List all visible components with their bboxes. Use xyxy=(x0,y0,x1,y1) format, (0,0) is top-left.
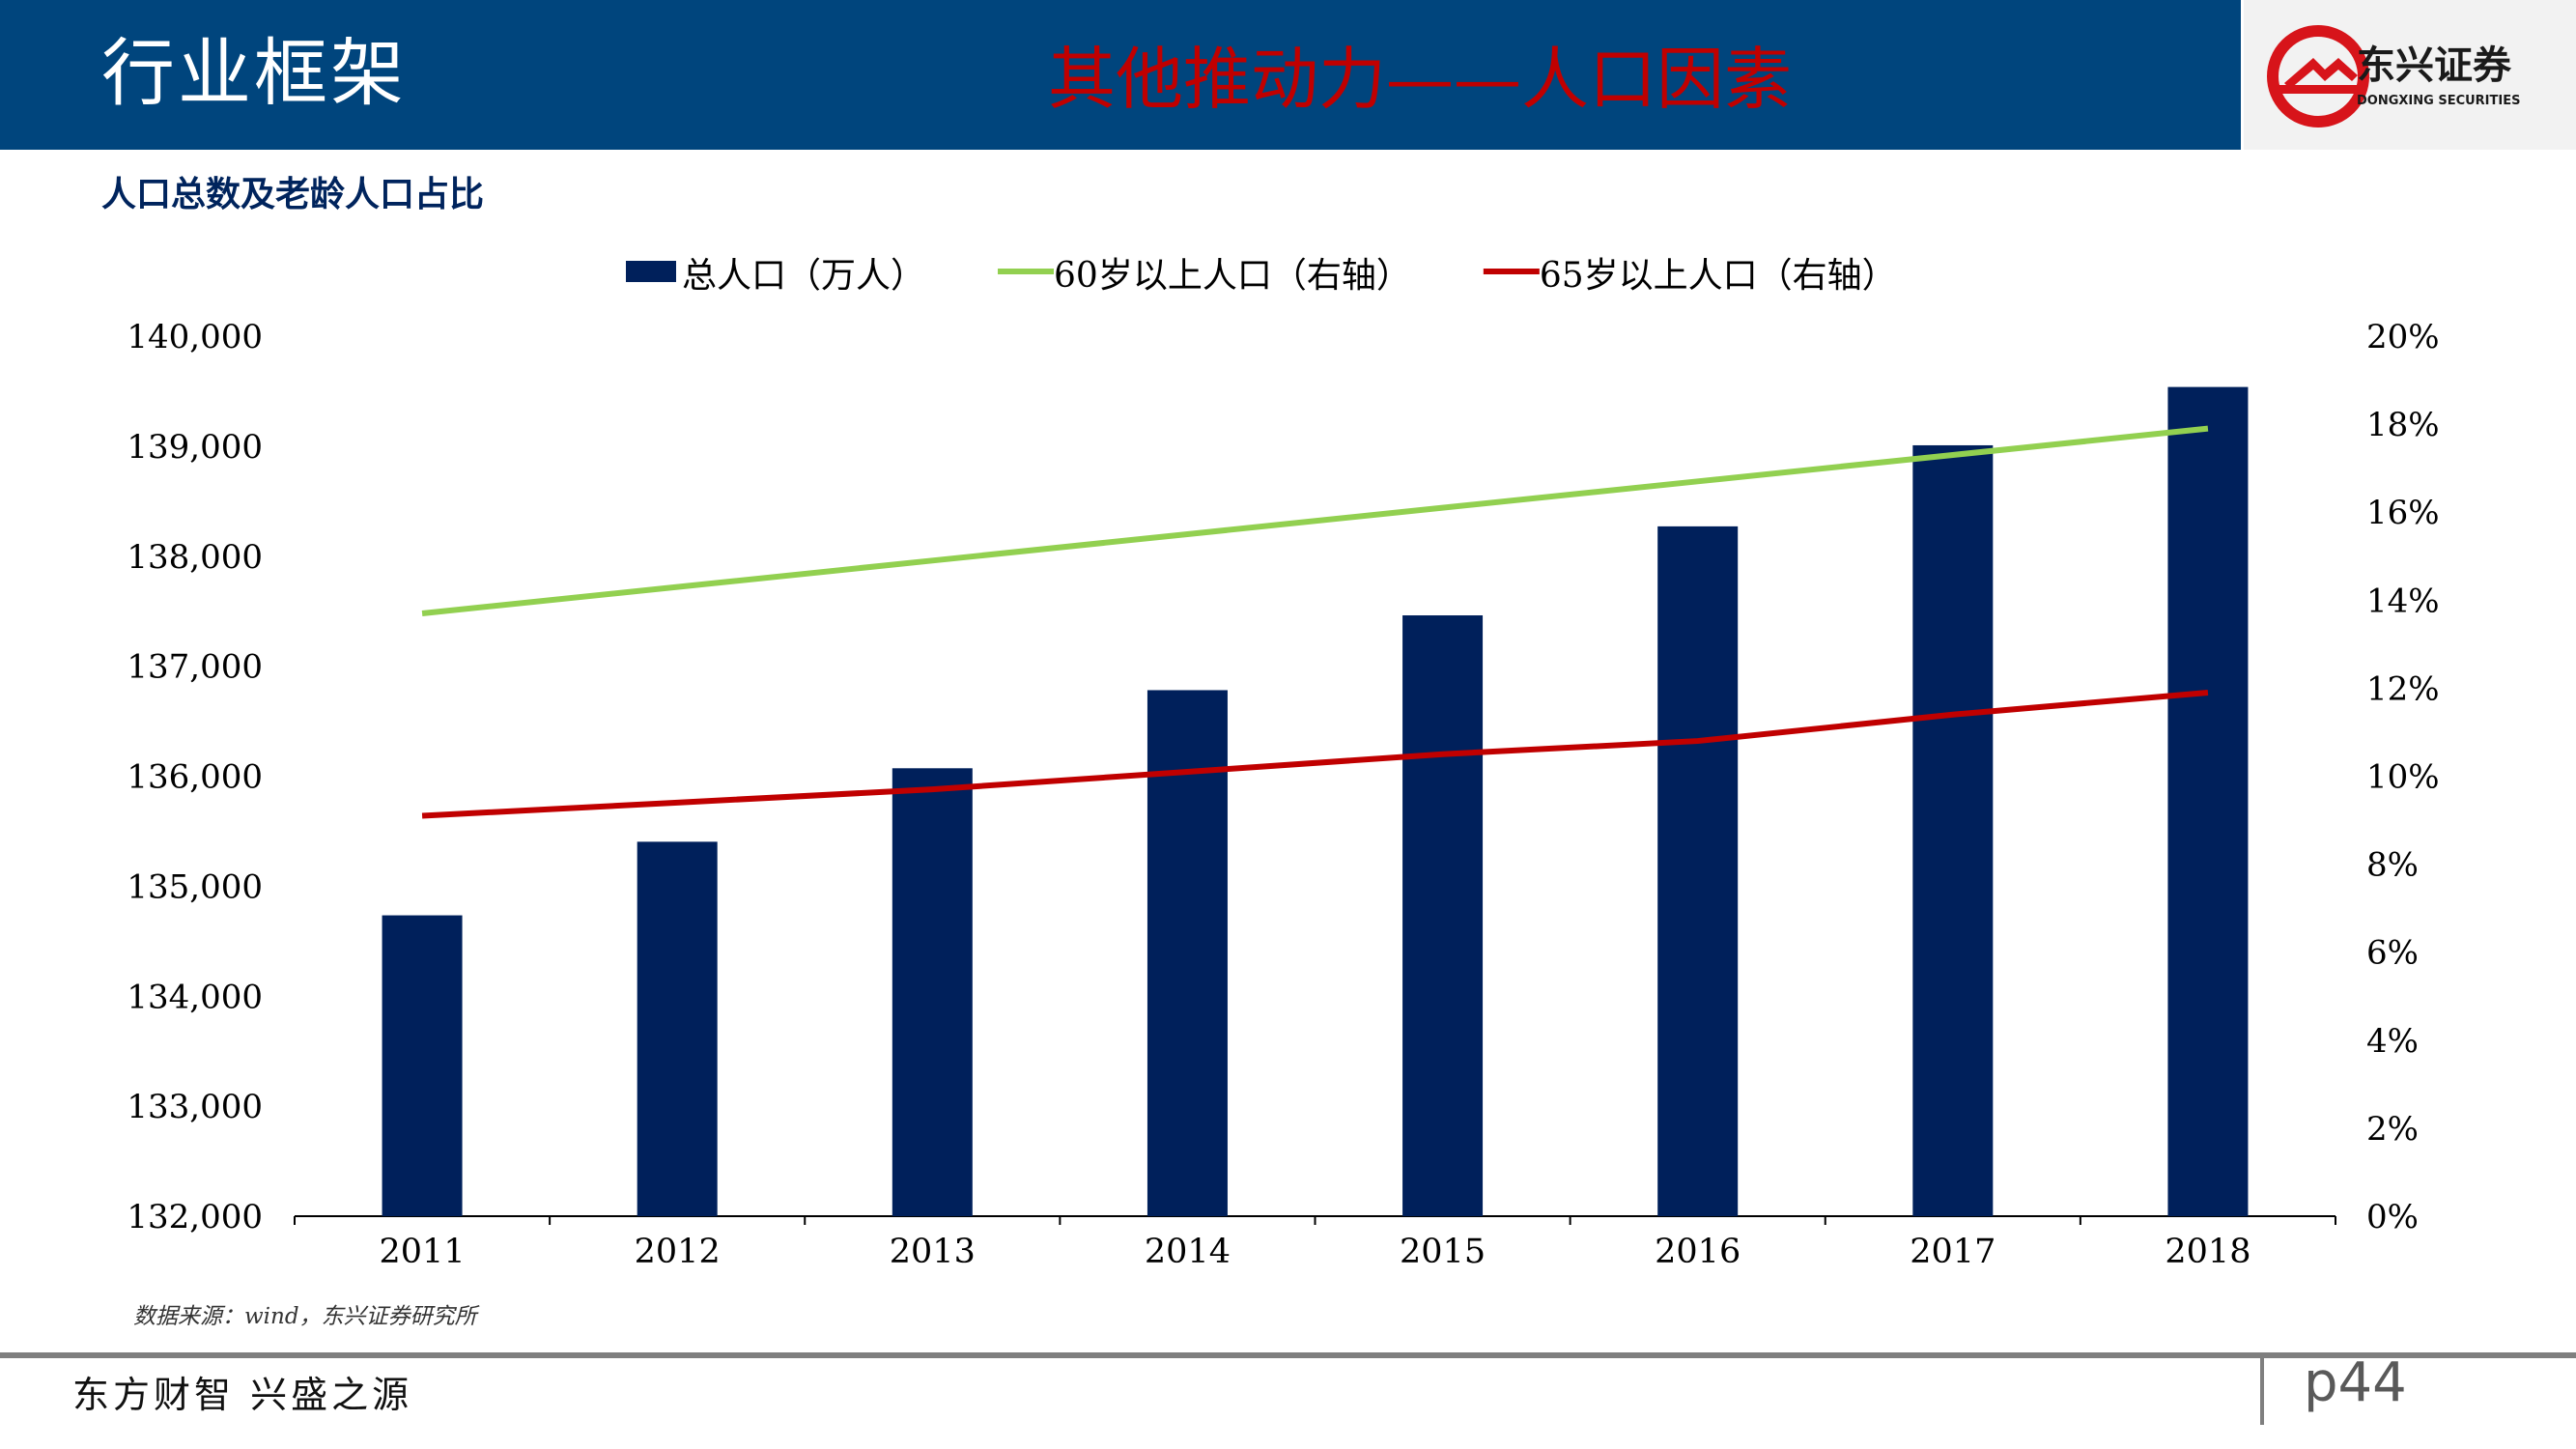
left-axis-tick-label: 138,000 xyxy=(127,538,263,577)
population-bar xyxy=(892,768,973,1216)
company-logo: 东兴证券 DONGXING SECURITIES xyxy=(2244,0,2576,150)
left-axis-tick-label: 136,000 xyxy=(127,758,263,797)
population-chart: 132,000 133,000 134,000 135,000 136,000 137,0… xyxy=(127,256,2440,1271)
legend-label: 总人口（万人） xyxy=(682,256,925,296)
x-axis-category-label: 2011 xyxy=(380,1233,466,1271)
right-axis-tick-label: 14% xyxy=(2366,582,2440,620)
left-axis-tick-label: 139,000 xyxy=(127,428,263,467)
left-axis-tick-label: 134,000 xyxy=(127,978,263,1016)
data-source-note: 数据来源：wind，东兴证券研究所 xyxy=(133,1304,477,1329)
right-axis-tick-label: 2% xyxy=(2366,1110,2419,1149)
header-bar: 行业框架 其他推动力——人口因素 xyxy=(0,0,2241,150)
population-bar xyxy=(1402,615,1484,1216)
left-axis-tick-label: 132,000 xyxy=(127,1198,263,1236)
population-bar xyxy=(1657,526,1739,1216)
chart-title: 人口总数及老龄人口占比 xyxy=(101,175,485,214)
right-axis-tick-label: 0% xyxy=(2366,1198,2419,1236)
right-axis-tick-label: 20% xyxy=(2366,318,2440,356)
legend-label: 65岁以上人口（右轴） xyxy=(1540,256,1897,296)
right-axis-tick-label: 10% xyxy=(2366,758,2440,797)
left-axis-tick-label: 140,000 xyxy=(127,318,263,356)
legend-label: 60岁以上人口（右轴） xyxy=(1054,256,1411,296)
section-title: 行业框架 xyxy=(101,30,407,116)
footer-slogan: 东方财智 兴盛之源 xyxy=(72,1374,413,1416)
right-axis-tick-label: 6% xyxy=(2366,934,2419,973)
right-axis-tick-label: 18% xyxy=(2366,406,2440,444)
population-bar xyxy=(637,841,718,1216)
right-axis-tick-label: 12% xyxy=(2366,669,2440,708)
footer-divider xyxy=(0,1352,2576,1358)
x-axis-category-label: 2018 xyxy=(2165,1233,2250,1271)
x-axis-category-label: 2013 xyxy=(890,1233,976,1271)
page-number: p44 xyxy=(2304,1351,2407,1414)
x-axis-category-label: 2015 xyxy=(1400,1233,1486,1271)
series-line xyxy=(421,689,2209,819)
x-axis-category-label: 2012 xyxy=(635,1233,721,1271)
right-axis-tick-label: 4% xyxy=(2366,1022,2419,1061)
dongxing-logo-icon xyxy=(2267,25,2369,128)
legend-swatch xyxy=(626,261,676,282)
left-axis-tick-label: 137,000 xyxy=(127,648,263,687)
population-bar xyxy=(1146,690,1228,1216)
population-bar xyxy=(2167,386,2249,1217)
left-axis-tick-label: 133,000 xyxy=(127,1088,263,1126)
series-line xyxy=(421,425,2209,616)
population-bar xyxy=(382,915,463,1216)
x-axis-category-label: 2014 xyxy=(1145,1233,1231,1271)
population-bar xyxy=(1912,444,1994,1216)
slide-title: 其他推动力——人口因素 xyxy=(1048,40,1792,119)
page-number-divider xyxy=(2260,1352,2264,1425)
x-axis-category-label: 2016 xyxy=(1655,1233,1741,1271)
company-name: 东兴证券 xyxy=(2357,43,2511,88)
x-axis-category-label: 2017 xyxy=(1910,1233,1996,1271)
right-axis-tick-label: 8% xyxy=(2366,846,2419,885)
right-axis-tick-label: 16% xyxy=(2366,494,2440,532)
left-axis-tick-label: 135,000 xyxy=(127,867,263,906)
company-name-english: DONGXING SECURITIES xyxy=(2357,94,2521,108)
